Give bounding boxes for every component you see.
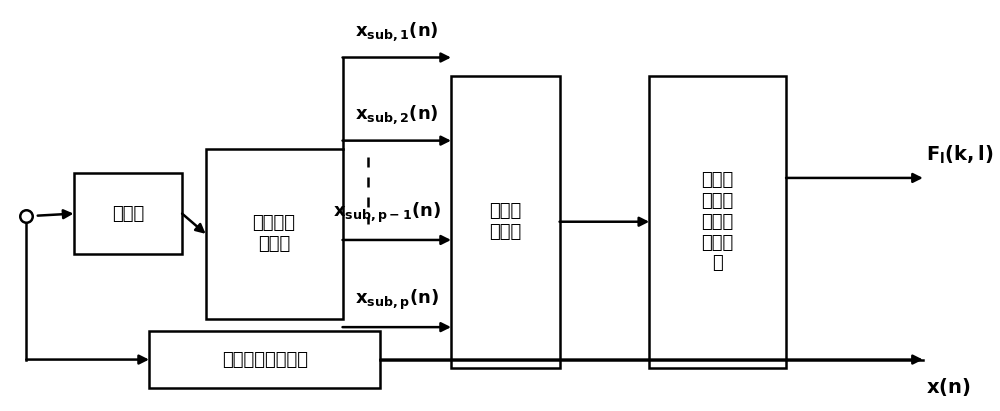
Text: $\mathbf{x(n)}$: $\mathbf{x(n)}$ — [926, 376, 970, 398]
Text: $\mathbf{x_{sub,p-1}(n)}$: $\mathbf{x_{sub,p-1}(n)}$ — [333, 200, 441, 224]
Bar — [74, 173, 182, 254]
Bar — [206, 149, 343, 319]
Text: $\mathbf{x_{sub,p}(n)}$: $\mathbf{x_{sub,p}(n)}$ — [355, 288, 439, 312]
Text: 基于高
频能量
的瞬态
噪声检
测: 基于高 频能量 的瞬态 噪声检 测 — [702, 171, 734, 272]
Text: $\mathbf{F_l(k,l)}$: $\mathbf{F_l(k,l)}$ — [926, 143, 994, 166]
Bar — [649, 76, 786, 368]
Text: $\mathbf{x_{sub,1}(n)}$: $\mathbf{x_{sub,1}(n)}$ — [355, 21, 439, 43]
Text: 重采样降低采样率: 重采样降低采样率 — [222, 351, 308, 369]
Text: 子带能
量计算: 子带能 量计算 — [489, 202, 521, 241]
Text: 子带分析
滤波器: 子带分析 滤波器 — [253, 215, 296, 253]
Bar — [451, 76, 560, 368]
Text: 高采样: 高采样 — [112, 205, 144, 223]
Text: $\mathbf{x_{sub,2}(n)}$: $\mathbf{x_{sub,2}(n)}$ — [355, 104, 439, 127]
Bar — [149, 331, 380, 388]
